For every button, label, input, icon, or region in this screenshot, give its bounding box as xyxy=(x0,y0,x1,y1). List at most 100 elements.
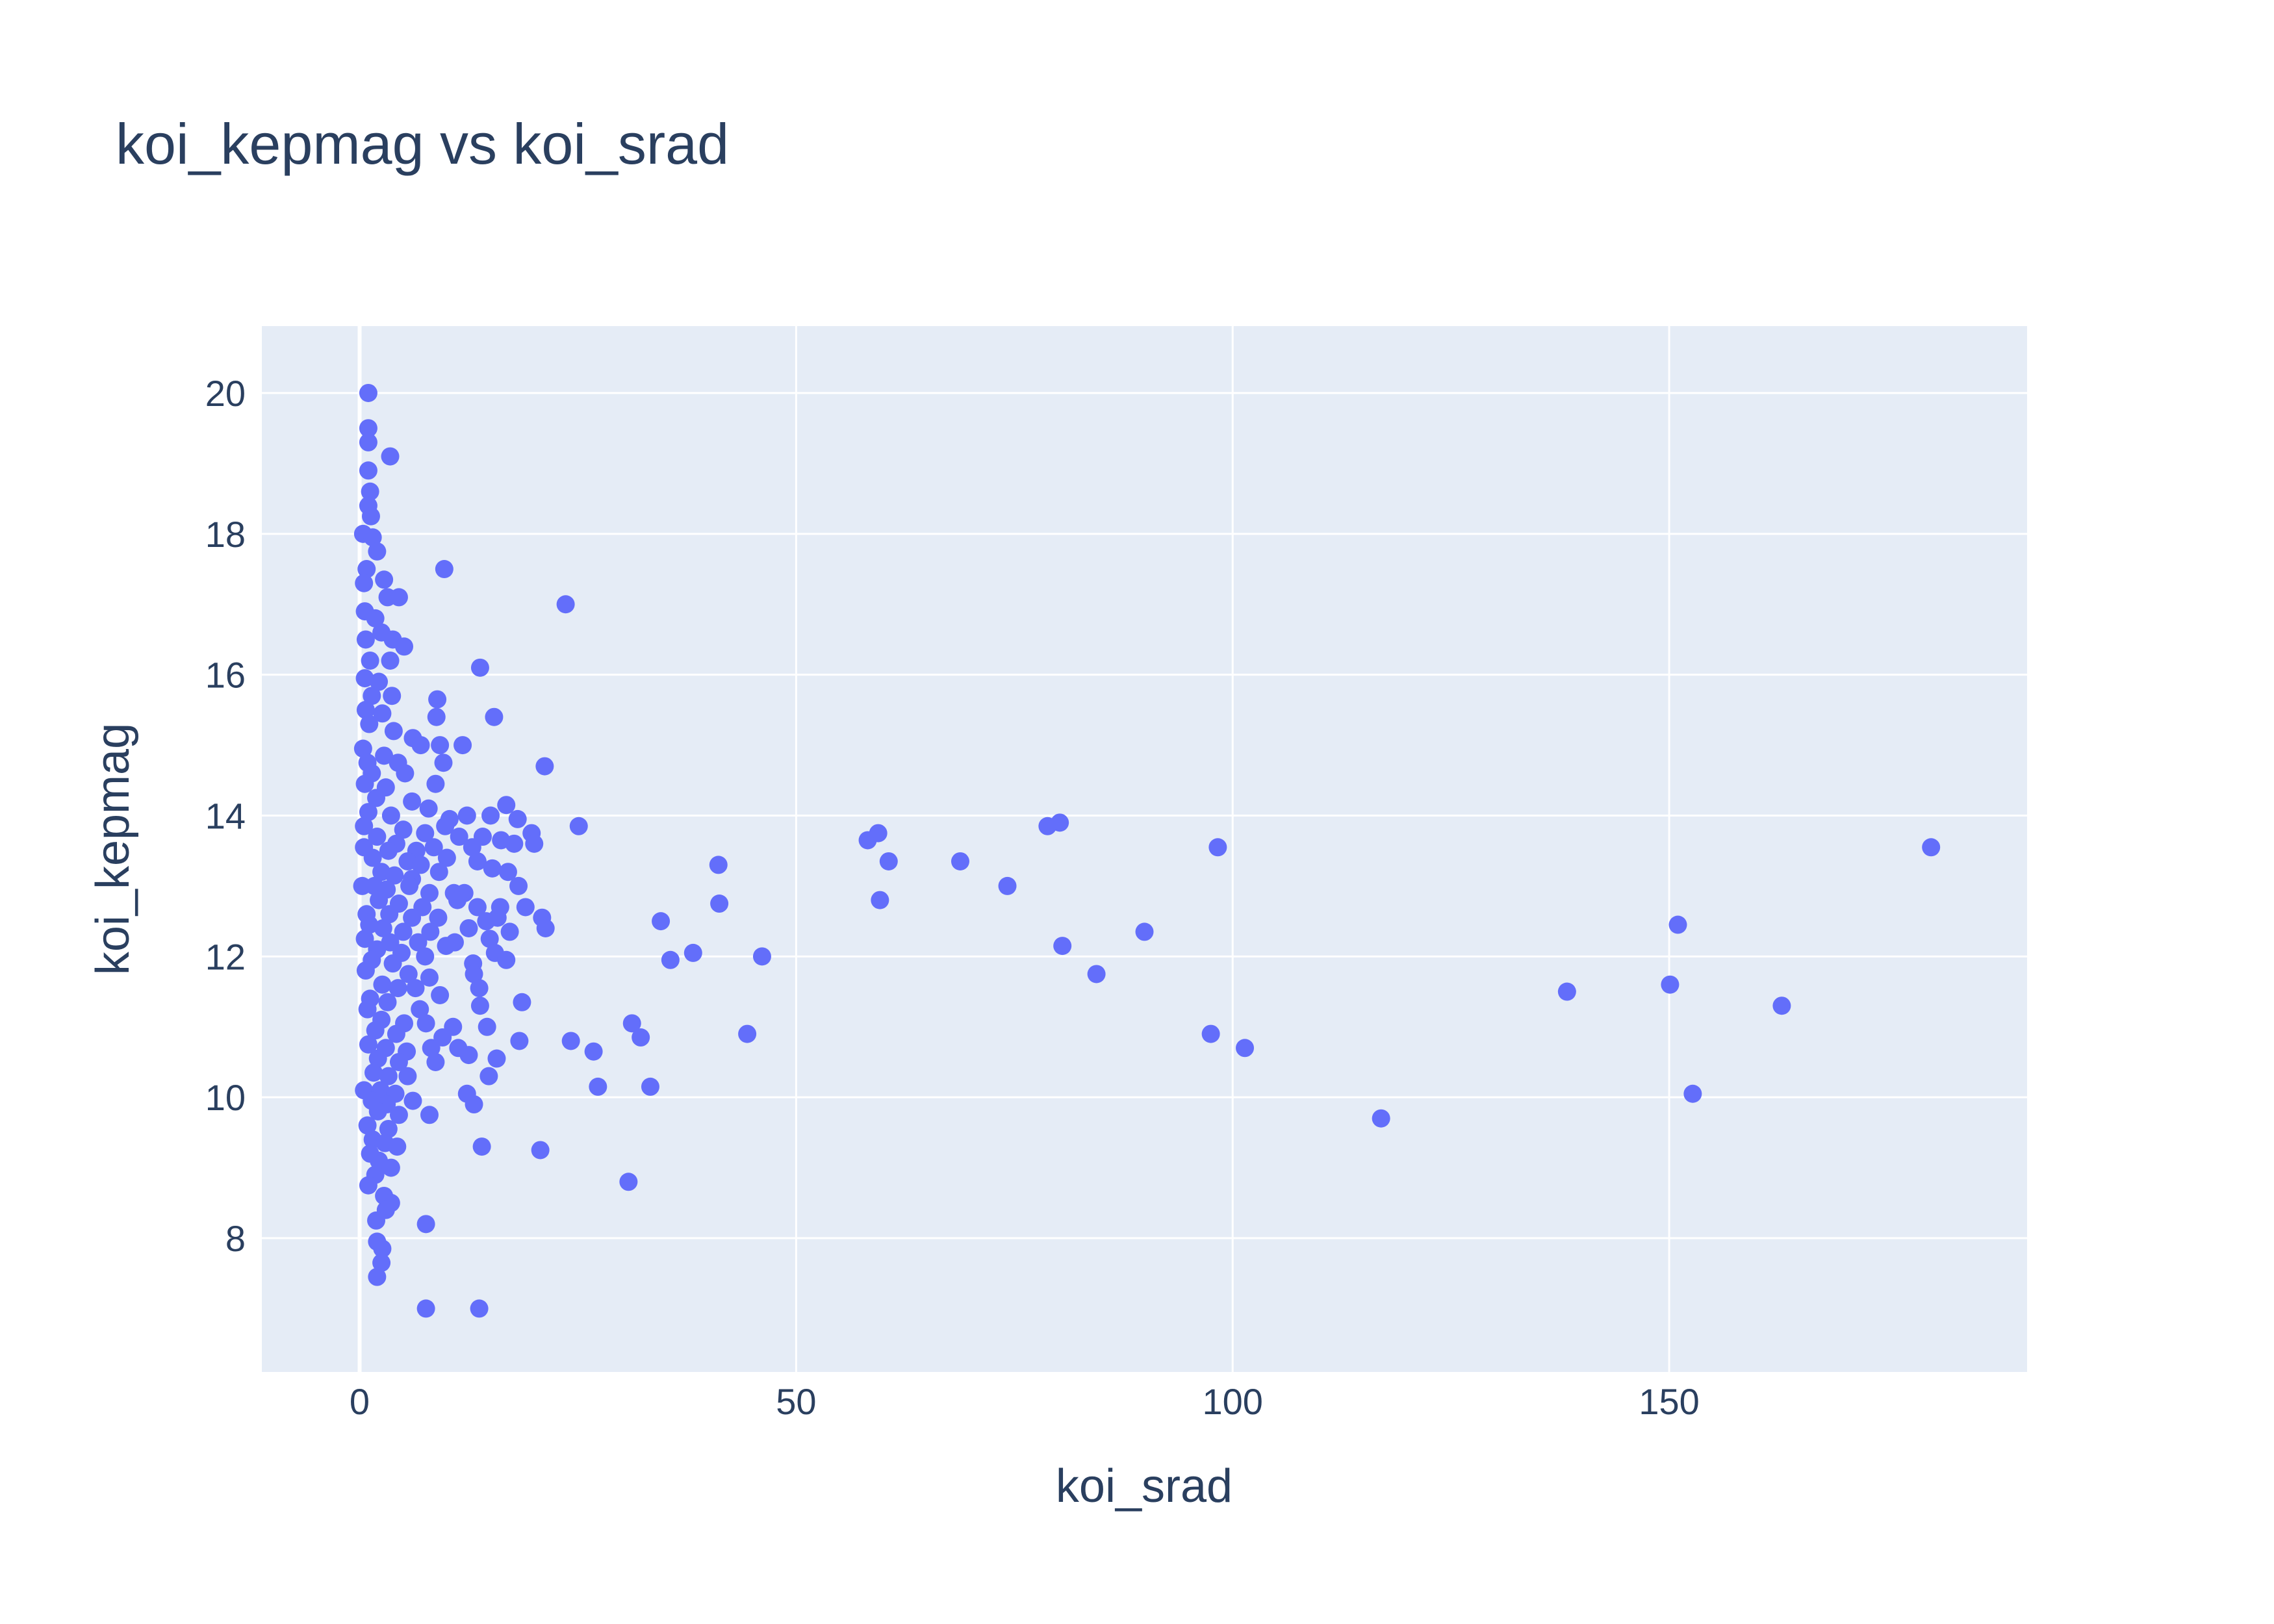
data-point xyxy=(465,965,483,983)
data-point xyxy=(398,1067,417,1085)
data-point xyxy=(622,1014,641,1033)
data-point xyxy=(470,658,489,677)
data-point xyxy=(403,792,422,811)
y-tick-label: 8 xyxy=(225,1218,246,1259)
data-point xyxy=(426,1052,445,1071)
data-point xyxy=(879,852,898,870)
x-tick-label: 50 xyxy=(776,1381,816,1422)
data-point xyxy=(422,1039,441,1058)
data-point xyxy=(419,799,438,818)
y-axis-title: koi_kepmag xyxy=(87,723,139,975)
chart-title: koi_kepmag vs koi_srad xyxy=(116,112,729,176)
data-point xyxy=(498,863,517,882)
data-point xyxy=(368,1102,387,1121)
data-point xyxy=(372,1253,391,1272)
data-point xyxy=(373,1239,392,1258)
data-point xyxy=(366,1021,385,1040)
data-point xyxy=(383,954,402,973)
data-point xyxy=(434,754,453,772)
data-point xyxy=(416,947,435,966)
data-point xyxy=(363,528,382,547)
data-point xyxy=(436,817,455,835)
data-point xyxy=(508,809,527,828)
data-point xyxy=(355,574,374,592)
data-point xyxy=(1661,975,1680,994)
data-point xyxy=(363,848,382,867)
data-point xyxy=(661,950,680,969)
y-tick-label: 14 xyxy=(205,796,246,837)
data-point xyxy=(431,985,450,1004)
data-point xyxy=(619,1173,638,1191)
data-point xyxy=(403,908,422,927)
data-point xyxy=(500,922,519,941)
data-point xyxy=(356,961,375,980)
data-point xyxy=(370,891,389,909)
data-point xyxy=(411,736,430,755)
data-point xyxy=(399,965,418,983)
x-tick-label: 100 xyxy=(1202,1381,1262,1422)
data-point xyxy=(416,1014,435,1033)
data-point xyxy=(426,774,445,793)
data-point xyxy=(463,838,481,857)
data-point xyxy=(358,1000,377,1019)
data-point xyxy=(355,817,374,835)
data-point xyxy=(389,979,407,998)
data-point xyxy=(497,950,516,969)
x-tick-label: 0 xyxy=(350,1381,370,1422)
data-point xyxy=(355,930,374,948)
data-point xyxy=(683,943,702,962)
data-point xyxy=(363,687,381,705)
data-point xyxy=(387,1024,405,1043)
y-tick-label: 16 xyxy=(205,655,246,696)
data-point xyxy=(411,856,430,874)
data-point xyxy=(420,968,439,987)
data-point xyxy=(752,947,771,966)
data-point xyxy=(525,834,544,853)
data-point xyxy=(516,898,535,917)
data-point xyxy=(360,915,379,934)
data-point xyxy=(479,1067,498,1085)
data-point xyxy=(368,1049,387,1068)
data-point xyxy=(359,461,377,480)
data-point xyxy=(513,993,531,1011)
data-point xyxy=(435,560,454,579)
data-point xyxy=(355,669,374,688)
data-point xyxy=(481,806,500,825)
data-point xyxy=(480,930,499,948)
data-point xyxy=(450,828,468,846)
data-point xyxy=(360,715,379,733)
data-point xyxy=(951,852,969,870)
x-axis-ticks: 0 50 100 150 xyxy=(350,1381,1700,1422)
data-point xyxy=(420,883,439,902)
data-point xyxy=(869,824,888,843)
data-point xyxy=(427,707,446,726)
data-point xyxy=(381,651,400,670)
data-point xyxy=(556,595,575,614)
data-point xyxy=(416,824,435,843)
data-point xyxy=(641,1077,659,1096)
data-point xyxy=(420,1106,439,1124)
data-point xyxy=(429,908,448,927)
data-point xyxy=(448,891,466,909)
data-point xyxy=(470,979,489,998)
data-point xyxy=(379,1067,398,1085)
data-point xyxy=(998,876,1017,895)
data-point xyxy=(437,937,455,956)
data-point xyxy=(652,912,671,931)
data-point xyxy=(468,852,487,870)
data-point xyxy=(388,1137,407,1156)
data-point xyxy=(478,1017,496,1036)
y-tick-label: 20 xyxy=(205,373,246,414)
data-point xyxy=(357,560,376,579)
data-point xyxy=(1087,965,1106,983)
data-point xyxy=(378,993,397,1011)
data-point xyxy=(709,856,728,874)
data-point xyxy=(356,700,375,719)
data-point xyxy=(395,637,414,656)
data-point xyxy=(400,876,419,895)
data-point xyxy=(457,806,476,825)
data-point xyxy=(368,828,387,846)
data-point xyxy=(383,687,402,705)
data-point xyxy=(367,1211,386,1230)
data-point xyxy=(487,1049,506,1068)
